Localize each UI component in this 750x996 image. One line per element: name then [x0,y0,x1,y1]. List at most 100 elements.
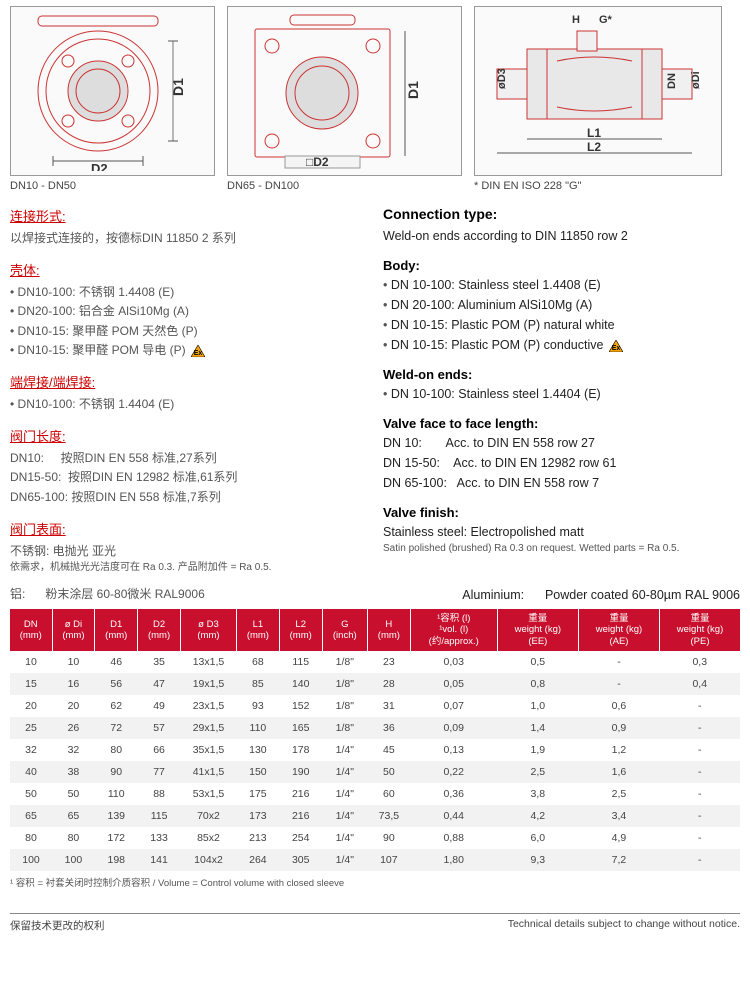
table-row: 2526725729x1,51101651/8"360,091,40,9- [10,717,740,739]
weld-en-list: DN 10-100: Stainless steel 1.4404 (E) [383,384,740,404]
table-header-cell: H(mm) [367,609,410,651]
table-cell: 100 [10,849,52,871]
body-en-item: DN 20-100: Aluminium AlSi10Mg (A) [383,295,740,315]
table-cell: 10 [52,651,95,673]
table-cell: 172 [95,827,138,849]
weld-cn-item: DN10-100: 不锈钢 1.4404 (E) [10,395,367,414]
table-cell: 140 [279,673,322,695]
table-cell: 19x1,5 [180,673,236,695]
table-header-cell: ø D3(mm) [180,609,236,651]
table-cell: 50 [10,783,52,805]
table-cell: 0,22 [410,761,497,783]
table-cell: 23 [367,651,410,673]
drawing-2-svg: D1 □D2 [230,11,460,171]
svg-text:D1: D1 [170,78,186,96]
table-cell: 0,8 [497,673,578,695]
table-cell: 10 [10,651,52,673]
table-cell: 1/4" [322,827,367,849]
spec-columns: 连接形式: 以焊接式连接的，按德标DIN 11850 2 系列 壳体: DN10… [10,206,740,579]
table-cell: - [660,827,740,849]
table-row: 2020624923x1,5931521/8"310,071,00,6- [10,695,740,717]
col-en: Connection type: Weld-on ends according … [383,206,740,579]
fin-cn-s: 依需求，机械抛光光洁度可在 Ra 0.3. 产品附加件 = Ra 0.5. [10,561,367,575]
drawing-2: D1 □D2 DN65 - DN100 [227,6,462,192]
body-cn-item: DN10-15: 聚甲醛 POM 天然色 (P) [10,322,367,341]
table-cell: 150 [236,761,279,783]
table-cell: 7,2 [578,849,659,871]
table-cell: 9,3 [497,849,578,871]
svg-text:øDi: øDi [690,71,702,89]
table-footnote: ¹ 容积 = 衬套关闭时控制介质容积 / Volume = Control vo… [10,875,740,889]
drawing-1-svg: D1 D2 [13,11,213,171]
table-cell: 60 [367,783,410,805]
table-cell: 173 [236,805,279,827]
alum-en: Aluminium: Powder coated 60-80µm RAL 900… [462,585,740,605]
body-en-item: DN 10-100: Stainless steel 1.4408 (E) [383,275,740,295]
table-row: 656513911570x21732161/4"73,50,444,23,4- [10,805,740,827]
drawings-row: D1 D2 DN10 - DN50 D1 □D2 [10,6,740,192]
body-en-item: DN 10-15: Plastic POM (P) natural white [383,315,740,335]
table-cell: 85x2 [180,827,236,849]
table-cell: 198 [95,849,138,871]
len-cn-rows: DN10: 按照DIN EN 558 标准,27系列 DN15-50: 按照DI… [10,449,367,507]
drawing-1-caption: DN10 - DN50 [10,180,215,192]
table-cell: 80 [95,739,138,761]
table-cell: 216 [279,783,322,805]
table-cell: 88 [138,783,181,805]
table-cell: 1/4" [322,849,367,871]
table-cell: 25 [10,717,52,739]
table-cell: 4,9 [578,827,659,849]
table-cell: 0,6 [578,695,659,717]
table-cell: 1,9 [497,739,578,761]
table-cell: 93 [236,695,279,717]
table-cell: 0,3 [660,651,740,673]
table-header-cell: 重量weight (kg)(PE) [660,609,740,651]
svg-text:øD3: øD3 [496,68,508,89]
table-cell: 35 [138,651,181,673]
table-cell: 65 [52,805,95,827]
table-cell: 213 [236,827,279,849]
table-cell: 77 [138,761,181,783]
svg-text:G*: G* [599,14,613,26]
table-cell: 85 [236,673,279,695]
table-cell: 26 [52,717,95,739]
table-cell: 141 [138,849,181,871]
table-cell: - [578,651,659,673]
svg-text:L1: L1 [587,126,601,140]
table-cell: 38 [52,761,95,783]
table-cell: 165 [279,717,322,739]
body-cn-item: DN10-15: 聚甲醛 POM 导电 (P) Ex [10,341,367,360]
spec-table: DN(mm)ø Di(mm)D1(mm)D2(mm)ø D3(mm)L1(mm)… [10,609,740,871]
table-row: 808017213385x22132541/4"900,886,04,9- [10,827,740,849]
table-cell: - [660,761,740,783]
svg-text:□D2: □D2 [306,155,329,169]
table-cell: 1,4 [497,717,578,739]
drawing-3-svg: L1 L2 H G* øD3 DN øDi [477,11,719,171]
table-cell: 28 [367,673,410,695]
table-cell: 216 [279,805,322,827]
table-header-cell: D2(mm) [138,609,181,651]
table-cell: 20 [52,695,95,717]
len-cn-h: 阀门长度: [10,426,367,445]
table-header-cell: 重量weight (kg)(EE) [497,609,578,651]
table-cell: 1/4" [322,761,367,783]
table-cell: 35x1,5 [180,739,236,761]
table-cell: 1/8" [322,695,367,717]
svg-text:D1: D1 [405,81,421,99]
table-cell: 66 [138,739,181,761]
table-head-row: DN(mm)ø Di(mm)D1(mm)D2(mm)ø D3(mm)L1(mm)… [10,609,740,651]
table-cell: 40 [10,761,52,783]
table-header-cell: L2(mm) [279,609,322,651]
table-cell: 1,80 [410,849,497,871]
table-row: 1516564719x1,5851401/8"280,050,8-0,4 [10,673,740,695]
table-cell: 110 [236,717,279,739]
table-cell: - [578,673,659,695]
table-cell: 1/4" [322,783,367,805]
table-cell: 0,13 [410,739,497,761]
table-cell: 175 [236,783,279,805]
table-cell: 46 [95,651,138,673]
table-cell: 90 [367,827,410,849]
table-cell: 152 [279,695,322,717]
table-cell: 45 [367,739,410,761]
table-cell: 49 [138,695,181,717]
